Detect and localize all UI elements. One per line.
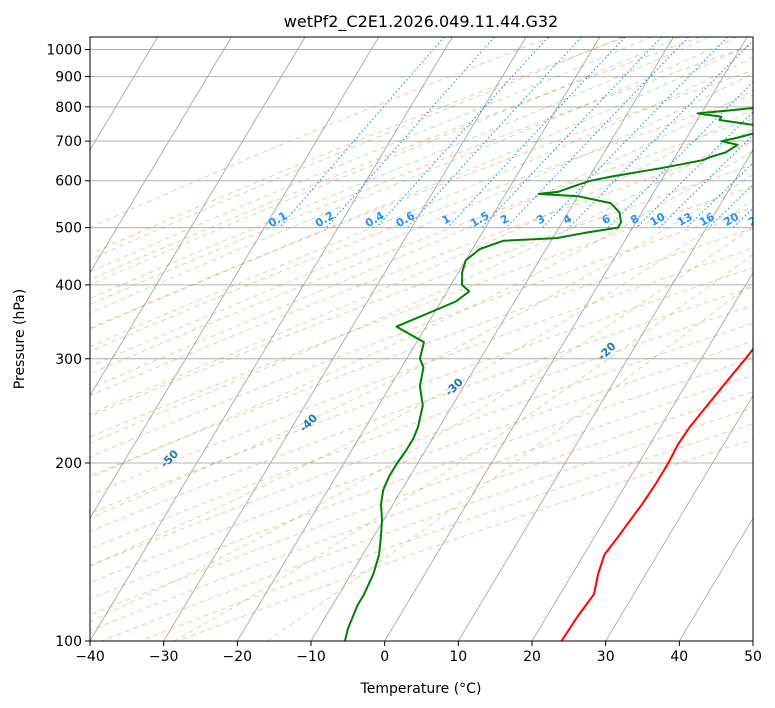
moist-adiabat-line	[90, 57, 753, 348]
temperature-profile-line	[560, 347, 753, 641]
plot-frame	[89, 36, 754, 642]
y-tick-label: 200	[55, 456, 82, 472]
moist-adiabat-line	[90, 37, 709, 300]
moist-adiabat-line	[90, 72, 753, 367]
dry-adiabat-line	[90, 69, 753, 329]
dry-adiabat-line	[90, 322, 753, 567]
mixing-ratio-line	[505, 37, 689, 228]
isotherm-line	[90, 37, 453, 641]
isotherm-line	[384, 37, 748, 641]
y-tick-label: 400	[55, 278, 82, 294]
isotherm-line	[90, 37, 159, 151]
mixing-ratio-line	[447, 37, 626, 228]
dry-adiabat-line	[90, 374, 753, 616]
moist-adiabat-line	[90, 174, 753, 519]
y-tick-label: 800	[55, 100, 82, 116]
x-tick-label: 30	[597, 649, 615, 665]
isotherm-line	[605, 394, 753, 641]
isotherm-line	[90, 37, 380, 520]
moist-adiabat-line	[90, 108, 753, 415]
moist-adiabat-line	[90, 37, 652, 273]
y-axis-title: Pressure (hPa)	[12, 289, 28, 389]
dry-adiabat-line	[90, 267, 753, 514]
x-tick-label: 20	[523, 649, 541, 665]
mixing-ratio-line	[686, 162, 753, 228]
dry-adiabat-line	[90, 37, 627, 255]
x-axis-title: Temperature (°C)	[360, 681, 482, 697]
mixing-ratio-line	[481, 37, 663, 228]
dry-adiabat-line	[90, 164, 753, 417]
isotherm-line	[90, 37, 306, 397]
x-tick-label: 0	[380, 649, 389, 665]
plot-area	[90, 37, 753, 641]
background-lines	[90, 37, 753, 641]
mixing-ratio-line	[542, 37, 729, 228]
dry-adiabat-line	[90, 141, 753, 396]
isotherm-line	[457, 149, 753, 641]
y-tick-label: 100	[55, 634, 82, 650]
x-tick-label: −30	[149, 649, 179, 665]
moist-adiabat-line	[90, 37, 623, 261]
x-tick-label: −40	[75, 649, 105, 665]
isotherm-line	[678, 517, 753, 641]
x-tick-label: −20	[223, 649, 253, 665]
dewpoint-profile-line	[343, 107, 753, 641]
moist-adiabat-line	[90, 42, 753, 330]
isotherm-line	[90, 37, 232, 274]
mixing-ratio-line	[325, 37, 495, 228]
x-tick-label: −10	[296, 649, 326, 665]
dry-adiabat-line	[90, 37, 701, 281]
x-tick-label: 40	[670, 649, 688, 665]
x-axis: −40 −30 −20 −10 0 10 20 30 40 50	[75, 641, 762, 665]
isotherm-line	[163, 37, 527, 641]
y-tick-label: 300	[55, 352, 82, 368]
y-tick-label: 900	[55, 70, 82, 86]
moist-adiabat-line	[90, 128, 753, 444]
mixing-ratio-line	[568, 39, 753, 228]
isotherm-line	[531, 271, 753, 641]
dry-adiabat-line	[90, 185, 753, 438]
mixing-ratio-label: 25	[746, 210, 766, 229]
y-axis: 100 200 300 400 500 600 700 800 900 1000	[46, 43, 90, 650]
mixing-ratio-line	[375, 37, 549, 228]
moist-adiabat-line	[90, 37, 738, 314]
y-tick-label: 1000	[46, 43, 82, 59]
dry-adiabat-line	[90, 44, 753, 305]
y-tick-label: 700	[55, 134, 82, 150]
moist-adiabat-line	[173, 253, 753, 641]
dry-adiabat-line	[90, 227, 753, 477]
series-layer	[343, 107, 753, 641]
y-tick-label: 600	[55, 174, 82, 190]
x-tick-label: 50	[744, 649, 762, 665]
dry-adiabat-line	[90, 286, 753, 532]
chart-title: wetPf2_C2E1.2026.049.11.44.G32	[284, 12, 558, 32]
x-tick-label: 10	[449, 649, 467, 665]
y-tick-label: 500	[55, 221, 82, 237]
mixing-ratio-line	[607, 81, 753, 228]
